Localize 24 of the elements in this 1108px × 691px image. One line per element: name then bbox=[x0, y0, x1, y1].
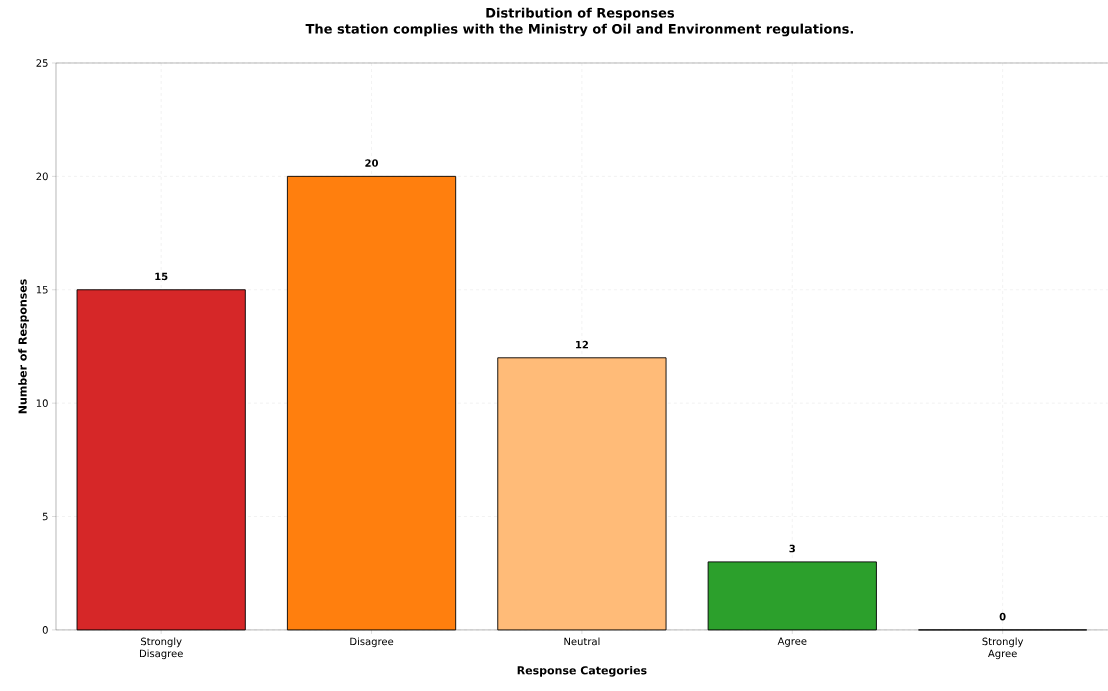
bar bbox=[286, 175, 457, 631]
y-tick-label: 10 bbox=[36, 399, 48, 407]
bar bbox=[76, 289, 246, 631]
data-label: 3 bbox=[789, 544, 795, 553]
y-tick-label: 25 bbox=[36, 59, 48, 67]
y-tick-label: 15 bbox=[36, 286, 48, 294]
chart-title: Distribution of Responses bbox=[486, 7, 675, 21]
x-tick-label: Agree bbox=[777, 637, 807, 647]
x-axis-title: Response Categories bbox=[517, 666, 647, 677]
y-tick-label: 20 bbox=[36, 172, 48, 181]
data-label: 12 bbox=[576, 340, 588, 349]
x-tick-label: Disagree bbox=[350, 637, 394, 648]
x-tick-label: Strongly Disagree bbox=[139, 637, 183, 660]
bar bbox=[707, 561, 877, 631]
chart-subtitle: The station complies with the Ministry of Oil and Environment regulations. bbox=[305, 23, 853, 37]
bar bbox=[497, 357, 667, 631]
y-tick-label: 5 bbox=[42, 512, 48, 521]
x-tick-label: Strongly Agree bbox=[982, 637, 1024, 660]
y-tick-label: 0 bbox=[42, 626, 48, 634]
data-label: 0 bbox=[999, 612, 1006, 621]
data-label: 15 bbox=[155, 272, 168, 281]
data-label: 20 bbox=[365, 159, 379, 167]
y-axis-title: Number of Responses bbox=[18, 279, 29, 414]
x-tick-label: Neutral bbox=[564, 637, 600, 646]
